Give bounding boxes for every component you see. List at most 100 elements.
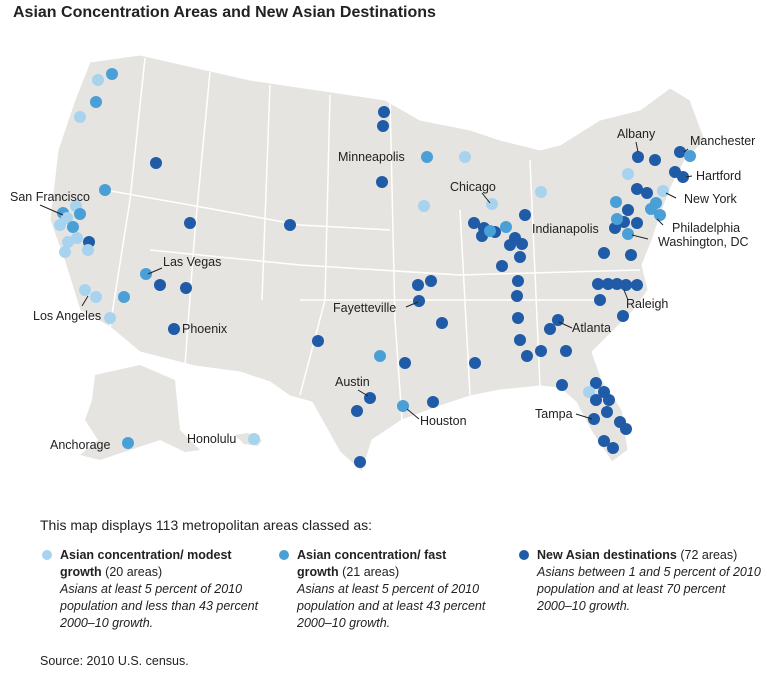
metro-dot — [611, 278, 623, 290]
metro-dot — [418, 200, 430, 212]
metro-dot — [104, 312, 116, 324]
contiguous-us — [49, 54, 706, 473]
metro-dot — [284, 219, 296, 231]
legend-modest: Asian concentration/ modest growth (20 a… — [42, 547, 260, 632]
legend-fast: Asian concentration/ fast growth (21 are… — [279, 547, 487, 632]
metro-dot — [399, 357, 411, 369]
metro-dot — [631, 217, 643, 229]
metro-dot — [377, 120, 389, 132]
state-border — [459, 209, 471, 396]
leader-line — [575, 413, 593, 420]
metro-dot — [436, 317, 448, 329]
state-border — [184, 71, 211, 366]
metro-dot — [82, 244, 94, 256]
legend-count: (72 areas) — [680, 548, 738, 562]
metro-dot — [556, 379, 568, 391]
metro-dot — [617, 310, 629, 322]
city-label: Washington, DC — [658, 235, 749, 249]
metro-dot — [622, 204, 634, 216]
city-label: New York — [684, 192, 738, 206]
city-label: Minneapolis — [338, 150, 405, 164]
legend-title: Asian concentration/ fast growth — [297, 548, 447, 579]
legend-intro: This map displays 113 metropolitan areas… — [40, 517, 373, 533]
metro-dot — [468, 217, 480, 229]
state-border — [104, 189, 391, 231]
state-border — [149, 249, 641, 276]
metro-dot — [657, 185, 669, 197]
metro-dot — [496, 260, 508, 272]
city-label: Chicago — [450, 180, 496, 194]
alaska — [80, 365, 200, 460]
leader-line — [656, 218, 664, 226]
leader-line — [683, 148, 689, 153]
us-map: San Francisco Las Vegas Los Angeles Phoenix… — [10, 54, 755, 473]
metro-dot — [601, 406, 613, 418]
city-label: Manchester — [690, 134, 755, 148]
metro-dot — [74, 208, 86, 220]
metro-dot — [484, 225, 496, 237]
metro-dot — [122, 437, 134, 449]
metro-dot — [514, 334, 526, 346]
metro-dot — [512, 275, 524, 287]
city-label: Tampa — [535, 407, 573, 421]
metro-dot — [312, 335, 324, 347]
metro-dot — [620, 279, 632, 291]
metro-dot — [374, 350, 386, 362]
metro-dot — [519, 209, 531, 221]
metro-dot — [59, 246, 71, 258]
metro-dot — [622, 228, 634, 240]
metro-dot — [590, 394, 602, 406]
metro-dot — [649, 154, 661, 166]
metro-dot — [90, 96, 102, 108]
legend-title: New Asian destinations — [537, 548, 677, 562]
leader-line — [405, 301, 419, 308]
metro-dot — [552, 314, 564, 326]
metro-dot — [674, 146, 686, 158]
metro-dot — [504, 239, 516, 251]
city-label: Albany — [617, 127, 656, 141]
city-label: Houston — [420, 414, 467, 428]
legend-title: Asian concentration/ modest growth — [60, 548, 232, 579]
city-label: Fayetteville — [333, 301, 396, 315]
modest-growth-dot-icon — [42, 550, 52, 560]
metro-dot — [459, 151, 471, 163]
leader-line — [481, 192, 491, 204]
metro-dot — [106, 68, 118, 80]
state-border — [389, 99, 403, 421]
metro-dot — [354, 456, 366, 468]
metro-dot — [632, 151, 644, 163]
metro-dot — [620, 423, 632, 435]
metro-dot — [364, 392, 376, 404]
metro-dot — [184, 217, 196, 229]
leader-line — [635, 141, 639, 153]
metro-dot — [590, 377, 602, 389]
city-label: Indianapolis — [532, 222, 599, 236]
leader-line — [685, 175, 693, 178]
metro-dot — [67, 221, 79, 233]
metro-dot — [677, 171, 689, 183]
city-label: Austin — [335, 375, 370, 389]
legend-desc: Asians between 1 and 5 percent of 2010 p… — [537, 565, 761, 613]
city-label: Anchorage — [50, 438, 111, 452]
metro-dots — [54, 68, 696, 468]
metro-dot — [645, 203, 657, 215]
state-border — [109, 57, 146, 328]
metro-dot — [625, 249, 637, 261]
metro-dot — [544, 323, 556, 335]
metro-dot — [351, 405, 363, 417]
metro-dot — [521, 350, 533, 362]
city-label: Philadelphia — [672, 221, 740, 235]
city-label: Hartford — [696, 169, 741, 183]
land-shapes — [49, 54, 706, 473]
metro-dot — [588, 413, 600, 425]
metro-dot — [421, 151, 433, 163]
legend-count: (21 areas) — [342, 565, 400, 579]
new-destination-dot-icon — [519, 550, 529, 560]
legend-desc: Asians at least 5 percent of 2010 popula… — [297, 582, 486, 630]
metro-dot — [535, 186, 547, 198]
city-label: Honolulu — [187, 432, 236, 446]
metro-dot — [594, 294, 606, 306]
metro-dot — [511, 290, 523, 302]
metro-dot — [631, 279, 643, 291]
leader-line — [623, 289, 629, 301]
